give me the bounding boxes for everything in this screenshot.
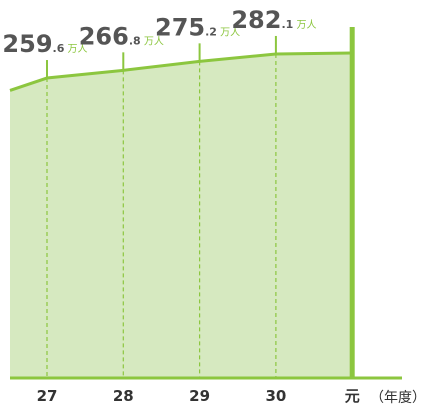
area-fill xyxy=(10,53,353,378)
x-tick-label: 28 xyxy=(113,387,134,405)
value-label: 266.8 万人 xyxy=(79,22,164,50)
x-axis-label: （年度） xyxy=(370,390,426,406)
x-tick-label: 29 xyxy=(189,387,210,405)
value-label: 259.6 万人 xyxy=(2,30,87,58)
value-label: 282.1 万人 xyxy=(231,6,316,34)
value-label: 275.2 万人 xyxy=(155,13,240,41)
area-line xyxy=(9,51,353,92)
x-tick-label: 30 xyxy=(265,387,286,405)
x-tick-label: 27 xyxy=(37,387,58,405)
x-tick-label: 元 xyxy=(345,387,360,405)
